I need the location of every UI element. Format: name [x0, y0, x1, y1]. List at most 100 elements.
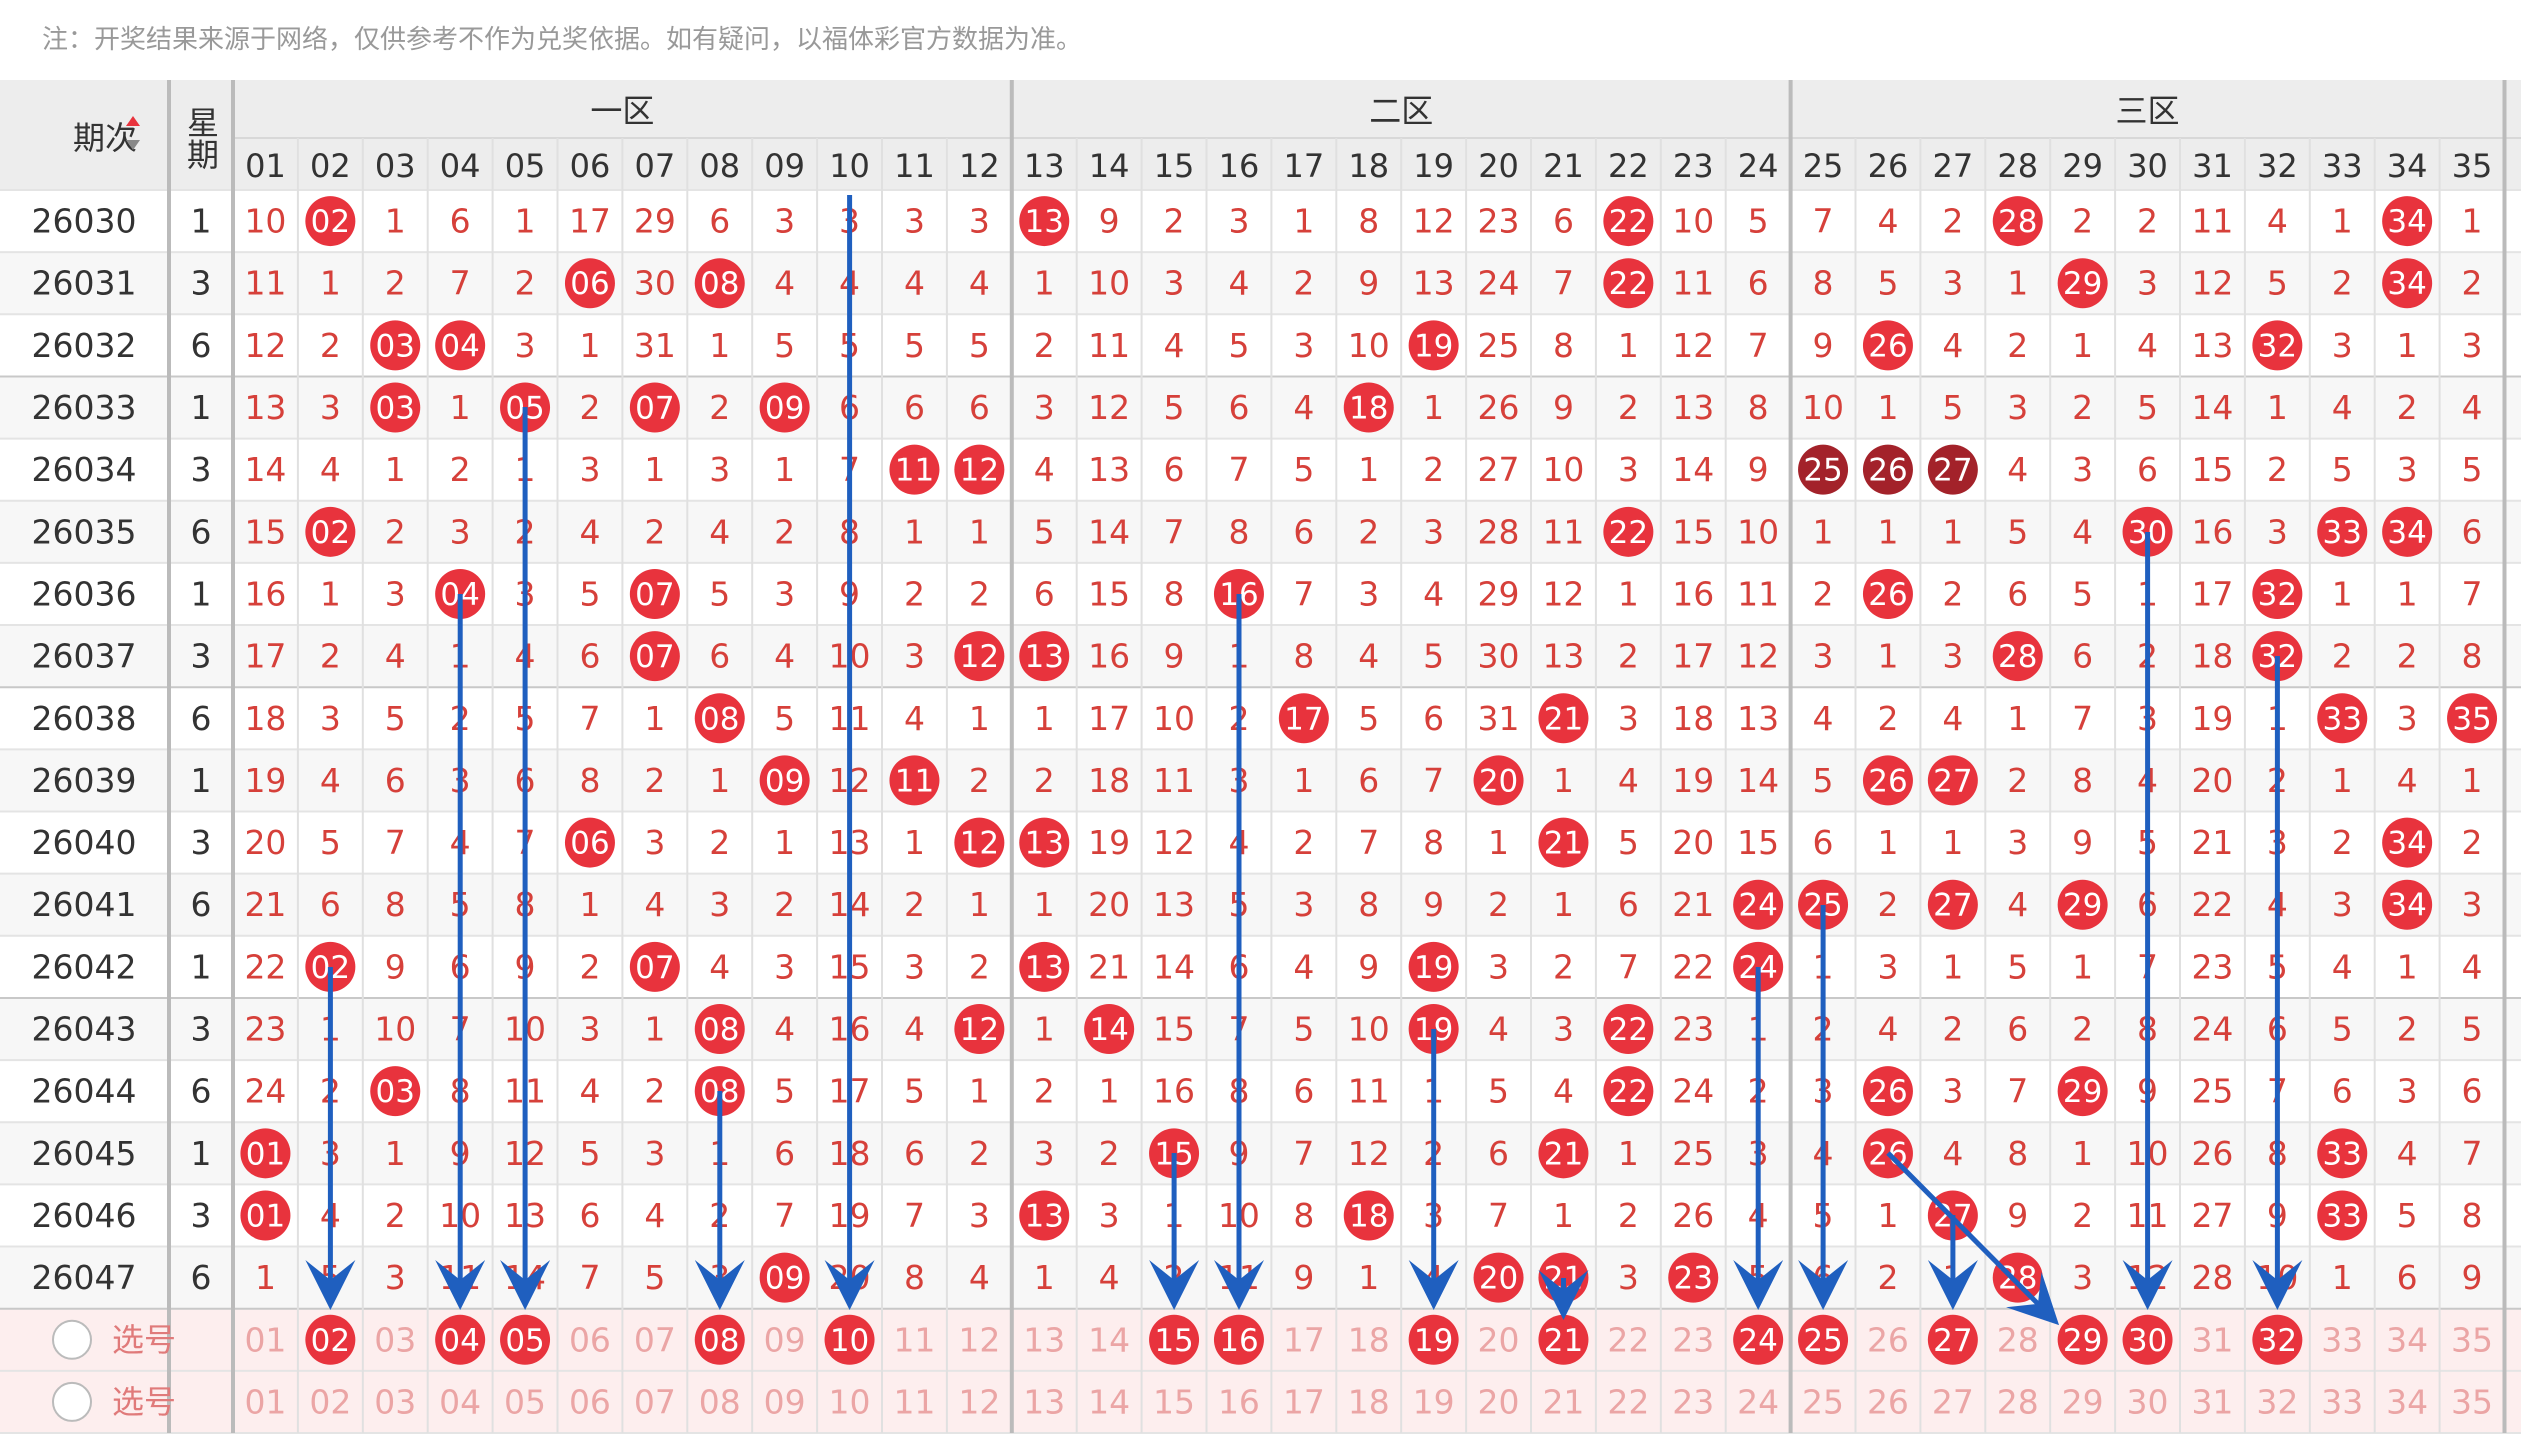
select-number[interactable]: 35	[2451, 1382, 2493, 1421]
select-radio[interactable]	[52, 1381, 92, 1422]
select-number[interactable]: 30	[2127, 1382, 2169, 1421]
drawn-ball: 26	[1868, 577, 1907, 613]
picked-ball[interactable]: 21	[1544, 1323, 1583, 1359]
omission: 3	[709, 885, 730, 924]
select-number[interactable]: 33	[2321, 1382, 2363, 1421]
omission: 1	[2007, 264, 2028, 303]
select-number[interactable]: 23	[1672, 1382, 1714, 1421]
select-number[interactable]: 02	[309, 1382, 351, 1421]
select-number[interactable]: 01	[244, 1320, 286, 1359]
omission: 4	[1877, 1010, 1898, 1049]
sort-down[interactable]	[126, 140, 140, 150]
select-number[interactable]: 18	[1348, 1382, 1390, 1421]
select-number[interactable]: 31	[2191, 1382, 2233, 1421]
select-number[interactable]: 05	[504, 1382, 546, 1421]
picked-ball[interactable]: 27	[1933, 1323, 1972, 1359]
select-number[interactable]: 13	[1023, 1382, 1065, 1421]
select-number[interactable]: 24	[1737, 1382, 1779, 1421]
select-number[interactable]: 17	[1283, 1320, 1325, 1359]
select-number[interactable]: 26	[1867, 1382, 1909, 1421]
select-number[interactable]: 22	[1607, 1320, 1649, 1359]
select-number[interactable]: 10	[829, 1382, 871, 1421]
column-header: 07	[634, 147, 675, 185]
select-number[interactable]: 07	[634, 1382, 676, 1421]
drawn-ball: 21	[1544, 826, 1583, 862]
omission: 12	[1542, 574, 1584, 613]
select-number[interactable]: 26	[1867, 1320, 1909, 1359]
picked-ball-circle	[500, 1314, 551, 1365]
omission: 4	[1488, 1010, 1509, 1049]
picked-ball[interactable]: 24	[1738, 1323, 1777, 1359]
picked-ball[interactable]: 15	[1154, 1323, 1193, 1359]
column-header: 19	[1413, 147, 1454, 185]
select-number[interactable]: 11	[893, 1320, 935, 1359]
picked-ball[interactable]: 08	[700, 1323, 739, 1359]
select-number[interactable]: 07	[634, 1320, 676, 1359]
picked-ball-circle	[1927, 1314, 1978, 1365]
drawn-ball: 13	[1025, 204, 1064, 240]
select-number[interactable]: 03	[374, 1320, 416, 1359]
select-number[interactable]: 22	[1607, 1382, 1649, 1421]
omission: 8	[1164, 574, 1185, 613]
picked-ball[interactable]: 10	[830, 1323, 869, 1359]
select-number[interactable]: 06	[569, 1320, 611, 1359]
select-number[interactable]: 25	[1802, 1382, 1844, 1421]
select-number[interactable]: 06	[569, 1382, 611, 1421]
select-number[interactable]: 09	[764, 1320, 806, 1359]
select-number[interactable]: 28	[1997, 1382, 2039, 1421]
select-number[interactable]: 29	[2062, 1382, 2104, 1421]
select-number[interactable]: 34	[2386, 1320, 2428, 1359]
omission: 10	[1348, 1010, 1390, 1049]
select-number[interactable]: 21	[1542, 1382, 1584, 1421]
omission: 7	[2072, 699, 2093, 738]
select-number[interactable]: 33	[2321, 1320, 2363, 1359]
omission: 2	[579, 947, 600, 986]
drawn-ball: 33	[2323, 1198, 2362, 1234]
select-number[interactable]: 14	[1088, 1320, 1130, 1359]
select-number[interactable]: 01	[244, 1382, 286, 1421]
select-number[interactable]: 08	[699, 1382, 741, 1421]
picked-ball[interactable]: 25	[1803, 1323, 1842, 1359]
select-number[interactable]: 20	[1478, 1382, 1520, 1421]
select-number[interactable]: 31	[2191, 1320, 2233, 1359]
select-radio[interactable]	[52, 1319, 92, 1360]
picked-ball[interactable]: 32	[2258, 1323, 2297, 1359]
picked-ball[interactable]: 16	[1219, 1323, 1258, 1359]
omission: 6	[904, 388, 925, 427]
picked-ball[interactable]: 05	[505, 1323, 544, 1359]
picked-ball[interactable]: 04	[440, 1323, 479, 1359]
select-number[interactable]: 14	[1088, 1382, 1130, 1421]
sort-up[interactable]	[126, 116, 140, 126]
select-number[interactable]: 16	[1218, 1382, 1260, 1421]
select-number[interactable]: 28	[1997, 1320, 2039, 1359]
select-number[interactable]: 20	[1478, 1320, 1520, 1359]
select-number[interactable]: 27	[1932, 1382, 1974, 1421]
select-number[interactable]: 34	[2386, 1382, 2428, 1421]
period-header[interactable]: 期次	[73, 119, 137, 157]
select-number[interactable]: 18	[1348, 1320, 1390, 1359]
picked-ball[interactable]: 19	[1414, 1323, 1453, 1359]
select-number[interactable]: 15	[1153, 1382, 1195, 1421]
omission: 1	[904, 823, 925, 862]
omission: 27	[2191, 1196, 2233, 1235]
select-number[interactable]: 35	[2451, 1320, 2493, 1359]
select-number[interactable]: 03	[374, 1382, 416, 1421]
select-number[interactable]: 12	[958, 1320, 1000, 1359]
picked-ball[interactable]: 30	[2128, 1323, 2167, 1359]
omission: 8	[1423, 823, 1444, 862]
select-number[interactable]: 12	[958, 1382, 1000, 1421]
select-number[interactable]: 04	[439, 1382, 481, 1421]
select-number[interactable]: 11	[893, 1382, 935, 1421]
select-number[interactable]: 32	[2256, 1382, 2298, 1421]
select-number[interactable]: 23	[1672, 1320, 1714, 1359]
picked-ball[interactable]: 02	[311, 1323, 350, 1359]
omission: 2	[1618, 1196, 1639, 1235]
weekday: 3	[191, 823, 212, 862]
select-number[interactable]: 17	[1283, 1382, 1325, 1421]
period: 26032	[32, 326, 137, 365]
select-number[interactable]: 19	[1413, 1382, 1455, 1421]
picked-ball[interactable]: 29	[2063, 1323, 2102, 1359]
select-number[interactable]: 09	[764, 1382, 806, 1421]
select-number[interactable]: 13	[1023, 1320, 1065, 1359]
omission: 29	[1478, 574, 1520, 613]
